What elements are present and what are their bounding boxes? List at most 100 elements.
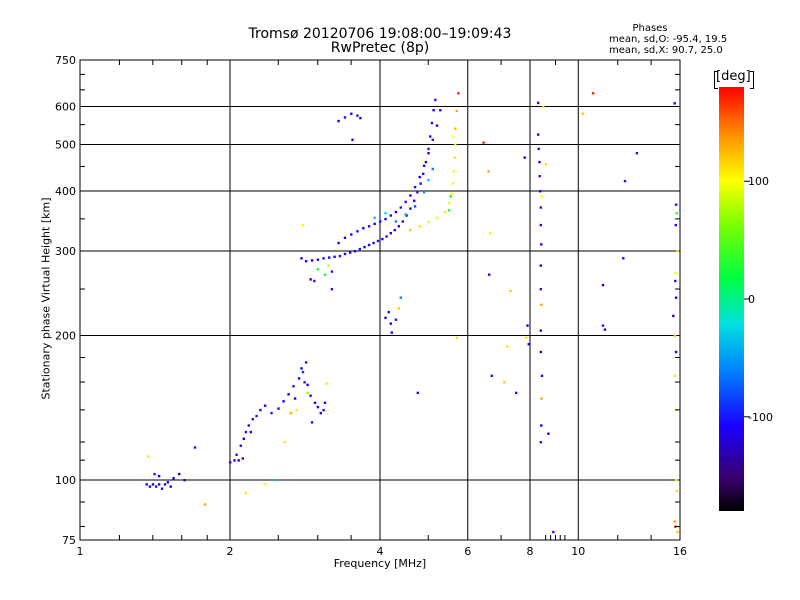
data-point [394,210,398,214]
x-tick-label: 6 [464,545,471,558]
data-point [674,296,678,299]
data-point [409,194,412,197]
data-point [527,343,530,346]
data-point [282,400,285,403]
data-point [166,481,170,484]
data-point [454,143,457,146]
data-point [323,401,327,404]
data-point [297,377,301,380]
data-point [316,258,320,261]
data-point [193,446,197,449]
data-point [275,479,278,482]
data-point [259,408,262,412]
data-point [673,374,677,377]
data-point [635,152,639,155]
data-point [148,485,152,488]
data-point [482,141,485,144]
data-point [451,135,455,138]
data-point [316,268,320,271]
data-point [301,223,305,227]
data-point [489,232,492,235]
colorbar-tick-label: -100 [748,411,773,424]
data-point [328,256,331,259]
data-point [457,92,460,95]
data-point [515,391,518,395]
data-point [289,411,293,415]
data-point [203,503,207,506]
data-point [327,264,330,267]
data-point [373,222,376,226]
data-point [452,170,455,173]
data-point [287,393,290,396]
phases-x-mode: mean, sd,X: 90.7, 25.0 [609,45,723,56]
data-point [394,220,398,223]
data-point [389,232,392,235]
data-point [427,152,430,155]
data-point [539,350,542,354]
plot-frame [79,59,681,541]
data-point [419,182,422,185]
data-point [304,361,308,364]
data-point [160,487,164,490]
data-point [674,350,678,354]
data-point [675,212,678,215]
colorbar-tick-label: 0 [748,293,755,306]
data-point [239,444,242,447]
data-point [306,383,309,387]
x-tick-label: 8 [527,545,534,558]
data-point [539,264,542,267]
data-point [367,225,371,228]
data-point [343,116,347,119]
data-point [540,303,543,306]
y-tick-label: 100 [55,474,76,487]
data-point [330,288,334,291]
data-point [301,370,305,374]
data-point [451,182,455,185]
data-point [538,175,541,178]
data-point [427,178,430,182]
chart-subtitle: RwPretec (8p) [330,40,430,56]
data-point [310,421,314,424]
data-point [394,318,398,321]
data-point [447,201,451,205]
data-point [397,225,400,228]
data-point [591,92,595,95]
data-point [337,119,340,123]
colorbar-unit-label: [deg] [714,69,754,89]
data-point [389,322,392,325]
data-point [300,257,303,260]
data-point [241,457,244,460]
data-point [333,255,336,258]
data-point [418,175,421,179]
data-point [233,459,236,462]
data-point [247,424,250,427]
data-point [362,227,365,230]
data-point [547,432,550,435]
data-point [389,214,392,217]
data-point [675,489,678,493]
data-point [147,455,150,458]
data-point [145,483,148,486]
y-tick-label: 600 [55,101,76,114]
x-tick-label: 4 [377,545,384,558]
data-point [306,391,309,395]
data-point [229,461,232,464]
data-point [263,483,267,486]
x-tick-label: 2 [227,545,234,558]
data-point [443,210,447,214]
data-point [552,530,555,534]
data-point [674,272,677,275]
data-point [416,191,419,194]
data-point [384,316,387,319]
data-point [322,257,325,260]
data-point [432,109,435,112]
phases-o-mode: mean, sd,O: -95.4, 19.5 [609,34,728,45]
data-point [372,241,375,245]
data-point [676,250,679,253]
data-point [330,270,334,273]
data-point [157,474,161,478]
data-point [270,411,273,415]
data-point [439,109,442,112]
y-tick-label: 750 [55,54,76,67]
data-point [322,408,325,412]
